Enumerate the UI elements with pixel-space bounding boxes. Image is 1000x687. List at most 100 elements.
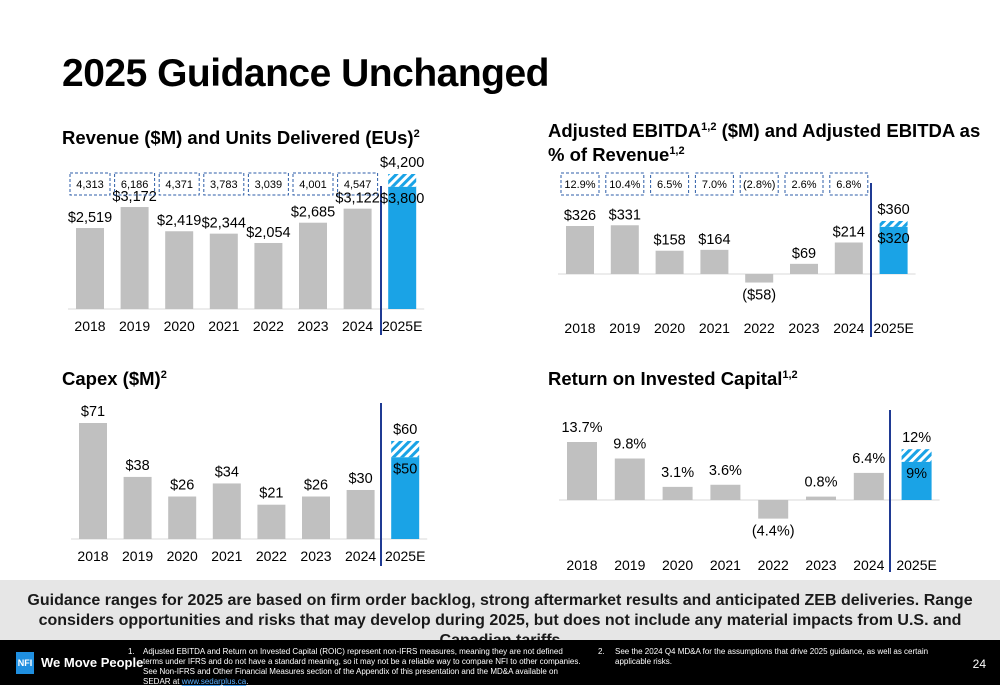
capex-category-label: 2023	[300, 548, 331, 564]
ebitda-bar	[610, 225, 639, 274]
capex-bar	[79, 423, 107, 539]
ebitda-bar	[700, 249, 729, 274]
roic-guidance-bar	[901, 461, 932, 500]
revenue-box	[203, 172, 245, 196]
roic-value-label: 9.8%	[613, 437, 646, 453]
ebitda-value-label: ($58)	[742, 288, 776, 304]
revenue-box	[292, 172, 334, 196]
capex-bar	[123, 476, 152, 539]
ebitda-box-label: 6.5%	[657, 179, 682, 191]
guidance-banner: Guidance ranges for 2025 are based on fi…	[0, 580, 1000, 649]
revenue-category-label: 2022	[253, 318, 284, 334]
roic-bar	[806, 496, 836, 500]
ebitda-value-label: $326	[564, 208, 596, 224]
revenue-value-label: $2,519	[68, 210, 112, 226]
roic-category-label: 2022	[758, 557, 789, 573]
capex-value-label: $34	[215, 464, 239, 480]
revenue-guidance-low-label: $3,800	[380, 191, 424, 207]
revenue-bar	[299, 222, 327, 309]
ebitda-value-label: $331	[609, 207, 641, 223]
ebitda-value-label: $69	[792, 246, 816, 262]
ebitda-guidance-bar	[879, 226, 908, 274]
revenue-category-label: 2024	[342, 318, 373, 334]
revenue-box	[158, 172, 200, 196]
revenue-category-label: 2023	[297, 318, 328, 334]
revenue-category-label: 2018	[74, 318, 105, 334]
revenue-box	[114, 172, 156, 196]
capex-chart-title: Capex ($M)2	[62, 368, 167, 390]
ebitda-bar	[655, 250, 684, 274]
revenue-box-label: 3,039	[255, 179, 283, 191]
roic-value-label: 3.1%	[661, 465, 694, 481]
revenue-box-label: 4,001	[299, 179, 327, 191]
sedar-link[interactable]: www.sedarplus.ca	[181, 677, 247, 686]
revenue-bar	[343, 208, 372, 309]
ebitda-category-label: 2024	[833, 320, 864, 336]
capex-value-label: $71	[81, 404, 105, 420]
ebitda-category-label: 2019	[609, 320, 640, 336]
roic-guidance-low-label: 9%	[906, 466, 927, 482]
ebitda-category-label: 2022	[744, 320, 775, 336]
revenue-box-label: 4,371	[165, 179, 193, 191]
roic-bar	[567, 442, 597, 500]
capex-bar	[212, 483, 241, 539]
capex-category-label: 2021	[211, 548, 242, 564]
ebitda-category-label: 2021	[699, 320, 730, 336]
capex-bar	[302, 496, 330, 539]
roic-category-label: 2023	[805, 557, 836, 573]
ebitda-box-label: 2.6%	[791, 179, 816, 191]
ebitda-guidance-high-label: $360	[877, 202, 909, 218]
roic-bar	[853, 472, 884, 500]
revenue-box-label: 4,313	[76, 179, 104, 191]
roic-guidance-high-label: 12%	[902, 430, 931, 446]
ebitda-chart-title: Adjusted EBITDA1,2 ($M) and Adjusted EBI…	[548, 120, 981, 166]
revenue-value-label: $2,054	[246, 225, 290, 241]
ebitda-bar	[790, 263, 818, 274]
capex-guidance-range-bar	[391, 440, 420, 458]
roic-bar	[614, 458, 645, 500]
revenue-category-label: 2025E	[382, 318, 422, 334]
capex-bar	[346, 489, 375, 539]
ebitda-category-label: 2023	[788, 320, 819, 336]
roic-chart-title: Return on Invested Capital1,2	[548, 368, 798, 390]
revenue-box-label: 6,186	[121, 179, 149, 191]
charts-canvas: $2,519 2018 $3,172 2019 $2,419 2020 $2,344 2021…	[68, 155, 940, 573]
revenue-value-label: $3,122	[335, 191, 379, 207]
capex-guidance-low-label: $50	[393, 461, 417, 477]
revenue-category-label: 2020	[164, 318, 195, 334]
revenue-guidance-high-label: $4,200	[380, 155, 424, 171]
roic-category-label: 2024	[853, 557, 884, 573]
roic-guidance-range-bar	[901, 449, 932, 462]
roic-category-label: 2025E	[896, 557, 936, 573]
page-title: 2025 Guidance Unchanged	[62, 52, 550, 95]
ebitda-box-label: 7.0%	[702, 179, 727, 191]
roic-bar	[710, 484, 741, 500]
ebitda-bar	[745, 274, 774, 283]
revenue-guidance-range-bar	[388, 174, 417, 187]
capex-bar	[168, 496, 197, 539]
revenue-chart-title: Revenue ($M) and Units Delivered (EUs)2	[62, 127, 420, 149]
capex-category-label: 2022	[256, 548, 287, 564]
capex-category-label: 2020	[167, 548, 198, 564]
ebitda-value-label: $164	[698, 232, 730, 248]
roic-value-label: 6.4%	[852, 451, 885, 467]
footnote-2: See the 2024 Q4 MD&A for the assumptions…	[615, 647, 929, 666]
ebitda-category-label: 2018	[564, 320, 595, 336]
ebitda-bar	[566, 226, 594, 274]
revenue-box	[69, 172, 111, 196]
capex-guidance-bar	[391, 457, 420, 539]
revenue-bar	[209, 233, 238, 309]
ebitda-box-label: 6.8%	[836, 179, 861, 191]
revenue-guidance-bar	[388, 186, 417, 309]
revenue-box	[337, 172, 379, 196]
revenue-bar	[254, 242, 283, 309]
roic-value-label: 3.6%	[709, 463, 742, 479]
roic-bar	[758, 500, 789, 519]
logo-tagline: We Move People	[41, 655, 144, 670]
revenue-box-label: 3,783	[210, 179, 238, 191]
nfi-logo-icon: NFI	[16, 652, 34, 674]
capex-category-label: 2018	[77, 548, 108, 564]
capex-category-label: 2025E	[385, 548, 425, 564]
revenue-box-label: 4,547	[344, 179, 372, 191]
ebitda-box-label: 12.9%	[564, 179, 595, 191]
